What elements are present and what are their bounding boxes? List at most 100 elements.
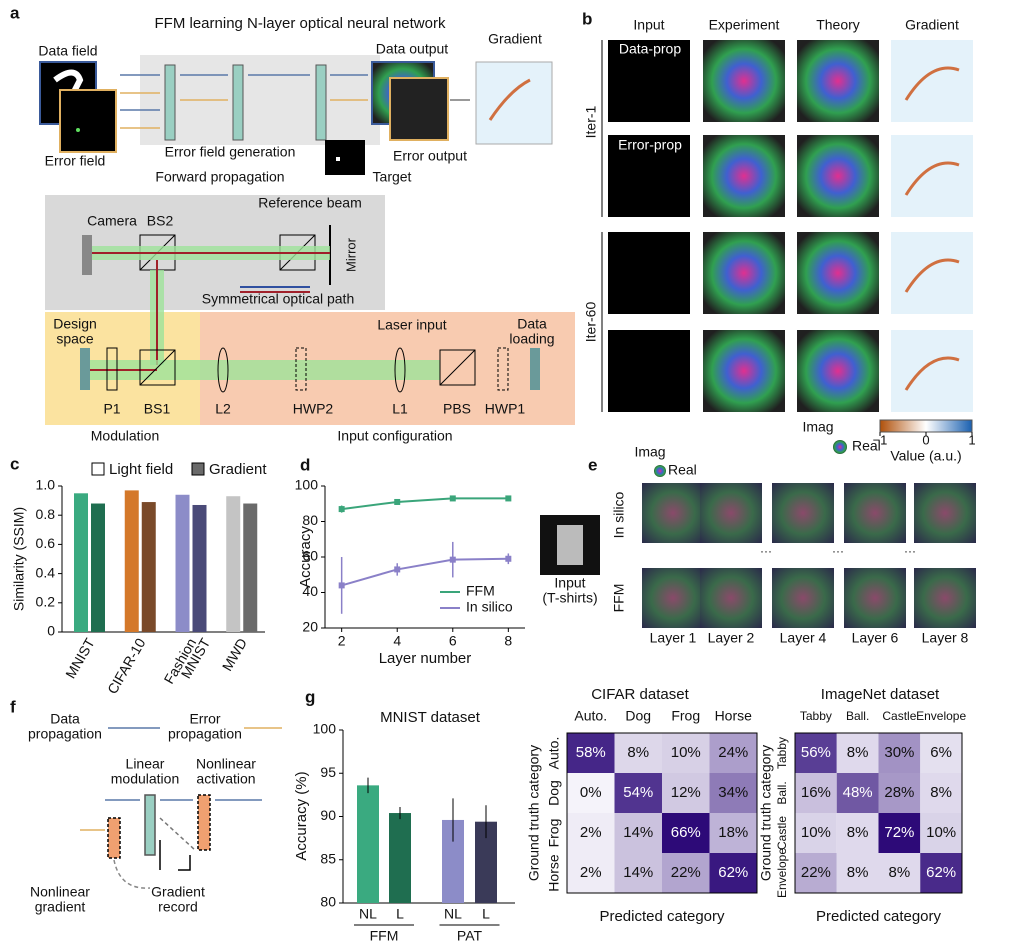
y-axis-label: Accuracy (297, 526, 314, 588)
heat-cell (795, 853, 837, 893)
label: Nonlinear (196, 756, 256, 772)
cell-label: 6% (930, 744, 952, 761)
cell-label: 72% (884, 824, 914, 841)
bar (357, 785, 379, 903)
row-label: Ball. (775, 781, 789, 804)
column-label: Envelope (916, 709, 966, 723)
label: ··· (832, 544, 844, 558)
column-label: Frog (671, 708, 700, 724)
row-label: Dog (546, 780, 562, 806)
cell-label: 14% (623, 864, 653, 881)
bar (91, 503, 105, 632)
bar (74, 493, 88, 632)
image-tile (797, 330, 879, 412)
row-label: Castle (775, 816, 789, 850)
cell-label: 34% (718, 784, 748, 801)
legend-swatch (91, 462, 105, 476)
label: HWP2 (293, 401, 334, 417)
bar (175, 494, 190, 632)
label: record (158, 899, 198, 915)
cell-label: 22% (801, 864, 831, 881)
bar (192, 504, 207, 632)
label: BS1 (144, 401, 171, 417)
cell-label: 22% (671, 864, 701, 881)
gradient-stroke (904, 258, 960, 293)
shirt (557, 525, 583, 565)
y-tick-label: 1.0 (36, 477, 56, 493)
label: Mirror (343, 237, 358, 272)
image-tile (844, 483, 906, 543)
panel-letter: e (588, 455, 597, 474)
image-tile (642, 568, 704, 628)
bar (475, 821, 497, 903)
cell-label: 28% (884, 784, 914, 801)
y-tick-label: 95 (320, 764, 336, 780)
label: Reference beam (258, 195, 362, 211)
label: Linear (126, 756, 165, 772)
row-label: Frog (546, 819, 562, 848)
image-tile (844, 568, 906, 628)
color-wheel (833, 440, 847, 454)
cell-label: 56% (801, 744, 831, 761)
heat-cell (920, 773, 962, 813)
panel-letter: d (300, 455, 310, 474)
heat-frame (566, 732, 758, 894)
image-tile (914, 483, 976, 543)
label: propagation (168, 726, 242, 742)
y-tick-label: 100 (313, 721, 337, 737)
cell-label: 58% (576, 744, 606, 761)
heat-cell (878, 853, 921, 893)
bar (389, 813, 411, 903)
image-tile (703, 232, 785, 314)
label: HWP1 (485, 401, 526, 417)
image-tile (703, 135, 785, 217)
heat-cell (614, 853, 662, 893)
cell-label: 16% (801, 784, 831, 801)
cell-label: 10% (801, 824, 831, 841)
column-label: Castle (882, 709, 916, 723)
bar (442, 819, 464, 903)
cell-label: 18% (718, 824, 748, 841)
label: Nonlinear (30, 884, 90, 900)
y-tick-label: 0.6 (36, 535, 56, 551)
x-tick-label: NL (359, 906, 377, 922)
label: Design (53, 316, 97, 332)
cell-label: 8% (847, 864, 869, 881)
cell-label: 66% (671, 824, 701, 841)
label: Data field (38, 43, 97, 59)
heat-cell (920, 853, 962, 893)
label: Input configuration (337, 428, 452, 444)
x-tick-label: L (482, 906, 490, 922)
legend-label: Light field (109, 461, 173, 478)
image-tile (772, 568, 834, 628)
row-label: Horse (546, 854, 562, 892)
label: Layer 2 (708, 630, 755, 646)
x-tick-label: 6 (449, 633, 457, 649)
label: Target (373, 169, 412, 185)
label: propagation (28, 726, 102, 742)
heat-cell (795, 733, 837, 773)
y-tick-label: 100 (295, 477, 319, 493)
cell-label: 10% (926, 824, 956, 841)
label: Laser input (377, 317, 446, 333)
y-tick-label: 0.4 (36, 564, 56, 580)
legend-swatch (191, 462, 205, 476)
y-tick-label: 0.8 (36, 506, 56, 522)
x-tick-label: MWD (219, 635, 250, 673)
chart-title: ImageNet dataset (821, 686, 940, 703)
line (341, 557, 509, 587)
heat-cell (662, 733, 710, 773)
y-tick-label: 90 (320, 807, 336, 823)
panel-letter: g (305, 687, 315, 706)
heat-frame (794, 732, 963, 894)
cell-label: 62% (926, 864, 956, 881)
label: Theory (816, 17, 860, 33)
heat-cell (878, 813, 921, 853)
image-tile (797, 232, 879, 314)
y-tick-label: 40 (302, 583, 318, 599)
row-label: Tabby (775, 737, 789, 769)
heat-cell (614, 813, 662, 853)
image-tile (797, 135, 879, 217)
column-label: Auto. (574, 708, 607, 724)
